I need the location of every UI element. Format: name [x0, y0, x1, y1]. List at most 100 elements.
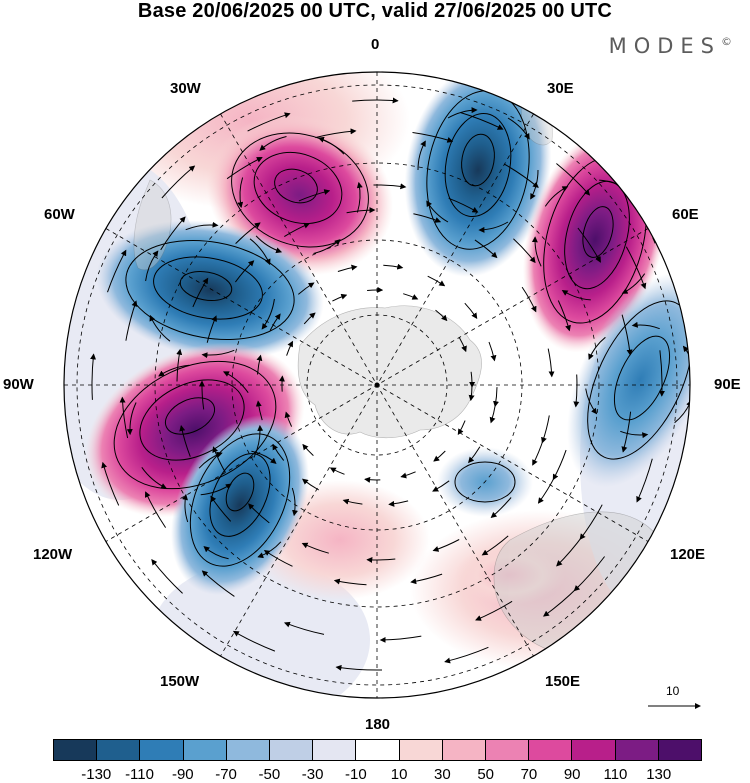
streamline — [255, 235, 283, 254]
lon-label-120w: 120W — [33, 546, 73, 563]
streamline — [329, 467, 345, 475]
streamline — [198, 380, 205, 410]
colorbar-tick-label: -50 — [258, 766, 281, 783]
streamline — [263, 549, 293, 567]
lon-label-180: 180 — [365, 716, 391, 733]
streamline — [412, 132, 454, 143]
streamline — [201, 570, 235, 597]
streamline — [541, 415, 550, 444]
colorbar-segment — [313, 740, 357, 760]
lon-label-60w: 60W — [44, 206, 75, 223]
streamline — [367, 286, 384, 293]
streamline — [185, 221, 219, 231]
streamline — [256, 354, 263, 375]
streamline — [464, 302, 478, 320]
colorbar-tick-label: -90 — [171, 766, 194, 783]
colorbar-tick-label: 110 — [603, 766, 628, 783]
streamline — [297, 282, 315, 295]
streamline — [625, 246, 647, 290]
streamline — [636, 458, 653, 503]
streamline — [674, 399, 690, 424]
streamline — [251, 450, 277, 464]
streamline — [201, 349, 235, 359]
streamline — [457, 420, 466, 436]
streamline — [493, 387, 499, 408]
streamline — [403, 293, 419, 300]
streamline — [573, 556, 605, 592]
streamline — [237, 177, 244, 209]
streamline — [284, 222, 311, 238]
streamline — [145, 250, 159, 282]
colorbar-segment — [226, 740, 271, 760]
colorbar-segment — [399, 740, 443, 760]
streamline — [158, 364, 190, 377]
streamline — [621, 411, 632, 453]
streamline — [427, 275, 446, 287]
streamline — [253, 424, 264, 458]
streamline — [298, 189, 331, 202]
colorbar-tick-label: -30 — [301, 766, 324, 783]
colorbar-segment — [356, 740, 400, 760]
streamline — [410, 573, 443, 585]
streamline — [90, 353, 97, 400]
streamline — [333, 578, 367, 586]
south-pole-marker — [374, 382, 380, 388]
lon-label-90w: 90W — [3, 376, 34, 393]
streamline — [286, 340, 293, 356]
anomaly-low-north — [404, 72, 552, 278]
streamline — [490, 497, 512, 519]
brand-mark: © — [721, 35, 732, 48]
streamline — [417, 140, 426, 171]
streamline — [223, 371, 249, 393]
streamline — [504, 163, 539, 188]
streamline — [621, 273, 646, 294]
streamline — [249, 238, 271, 266]
streamline — [313, 239, 341, 254]
brand-text: MODES — [608, 34, 721, 58]
streamline — [192, 277, 209, 308]
streamline — [444, 646, 489, 664]
streamline — [544, 186, 569, 207]
streamline — [226, 157, 263, 180]
streamline — [521, 286, 537, 313]
streamline — [588, 336, 606, 361]
colorbar-tick-label: 50 — [477, 766, 494, 783]
streamline — [468, 446, 481, 464]
lon-label-120e: 120E — [670, 546, 706, 563]
streamline — [206, 315, 217, 343]
streamline — [426, 200, 449, 223]
streamline — [302, 478, 320, 491]
colorbar-segment — [54, 740, 98, 760]
colorbar-tick-label: 10 — [390, 766, 408, 783]
streamline — [585, 388, 598, 415]
colorbar-segment — [615, 740, 659, 760]
streamline — [366, 556, 396, 563]
colorbar-segment — [140, 740, 184, 760]
lon-label-150e: 150E — [545, 673, 581, 690]
streamline — [400, 471, 416, 479]
streamline — [573, 374, 580, 408]
modes-logo: MODES© — [609, 34, 732, 58]
streamline — [315, 128, 357, 139]
streamline — [458, 337, 467, 353]
colorbar-tick-label: 130 — [646, 766, 672, 783]
streamline — [474, 239, 498, 259]
streamline — [682, 345, 690, 372]
streamline — [182, 493, 189, 523]
streamline — [658, 350, 665, 397]
streamline — [247, 112, 291, 132]
streamline — [342, 498, 363, 505]
streamline — [346, 207, 376, 214]
streamline — [488, 341, 497, 362]
streamline — [433, 450, 446, 462]
streamline — [261, 298, 275, 330]
streamline — [530, 169, 539, 200]
south-america-landmass — [133, 179, 172, 271]
streamline — [435, 309, 448, 322]
streamline — [176, 348, 183, 382]
colorbar-segment — [529, 740, 573, 760]
streamline — [481, 535, 509, 556]
colorbar-tick-label: -130 — [81, 766, 112, 783]
streamline — [507, 117, 530, 140]
streamline — [475, 600, 513, 621]
